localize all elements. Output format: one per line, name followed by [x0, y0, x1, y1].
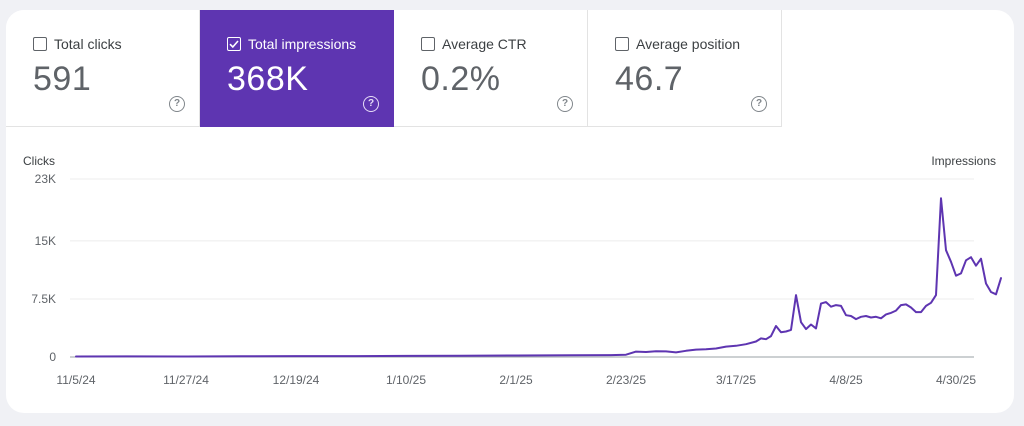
- total-impressions-tile[interactable]: Total impressions 368K ?: [200, 10, 394, 127]
- x-tick-label: 4/30/25: [936, 373, 976, 387]
- total-clicks-value: 591: [33, 60, 92, 98]
- total-impressions-label: Total impressions: [248, 36, 357, 52]
- checkbox-checked-icon[interactable]: [227, 37, 241, 51]
- x-tick-label: 2/23/25: [606, 373, 646, 387]
- total-impressions-value: 368K: [227, 60, 309, 98]
- y-tick-label: 23K: [35, 172, 56, 186]
- checkbox-unchecked-icon[interactable]: [33, 37, 47, 51]
- impressions-chart: 23K 15K 7.5K 011/5/24 11/27/24 12/19/24 1/10/2…: [31, 172, 1002, 387]
- help-icon[interactable]: ?: [363, 96, 379, 112]
- y-tick-label: 0: [49, 350, 56, 364]
- average-position-value: 46.7: [615, 60, 684, 98]
- x-tick-label: 1/10/25: [386, 373, 426, 387]
- x-tick-label: 12/19/24: [273, 373, 320, 387]
- x-tick-label: 2/1/25: [499, 373, 533, 387]
- total-clicks-label: Total clicks: [54, 36, 122, 52]
- checkbox-unchecked-icon[interactable]: [421, 37, 435, 51]
- help-icon[interactable]: ?: [557, 96, 573, 112]
- help-icon[interactable]: ?: [751, 96, 767, 112]
- y-tick-label: 7.5K: [31, 292, 56, 306]
- x-tick-label: 11/5/24: [56, 373, 95, 387]
- help-icon[interactable]: ?: [169, 96, 185, 112]
- right-axis-title: Impressions: [931, 154, 996, 168]
- average-ctr-label: Average CTR: [442, 36, 527, 52]
- average-position-tile[interactable]: Average position 46.7 ?: [588, 10, 782, 127]
- left-axis-title: Clicks: [23, 154, 55, 168]
- performance-card: Total clicks 591 ? Total impressions 368…: [6, 10, 1014, 413]
- x-tick-label: 4/8/25: [829, 373, 863, 387]
- impressions-series-line: [75, 197, 1002, 358]
- x-tick-label: 3/17/25: [716, 373, 756, 387]
- checkbox-unchecked-icon[interactable]: [615, 37, 629, 51]
- total-clicks-tile[interactable]: Total clicks 591 ?: [6, 10, 200, 127]
- y-tick-label: 15K: [35, 234, 56, 248]
- average-ctr-value: 0.2%: [421, 60, 501, 98]
- average-ctr-tile[interactable]: Average CTR 0.2% ?: [394, 10, 588, 127]
- average-position-label: Average position: [636, 36, 741, 52]
- x-tick-label: 11/27/24: [163, 373, 209, 387]
